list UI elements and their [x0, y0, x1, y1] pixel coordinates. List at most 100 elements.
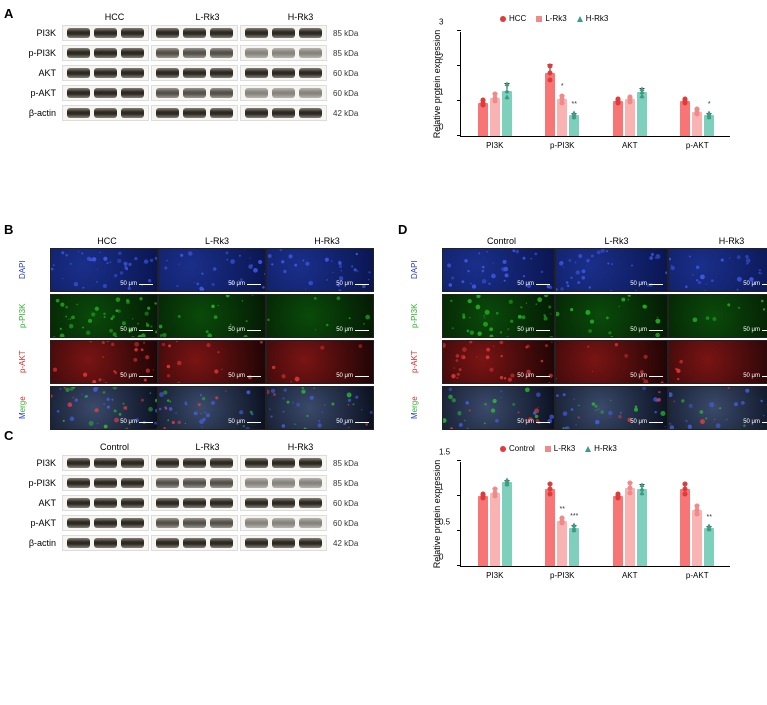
- if-image-cell: 50 μm: [50, 340, 158, 384]
- scale-bar-line: [139, 422, 153, 423]
- wb-band: [299, 108, 322, 118]
- wb-band: [245, 518, 268, 528]
- data-point: [695, 107, 700, 112]
- data-point: [504, 94, 510, 99]
- data-point: [504, 88, 510, 93]
- wb-band: [245, 68, 268, 78]
- x-tick-label: AKT: [622, 571, 638, 580]
- scale-bar-text: 50 μm: [336, 419, 353, 425]
- scale-bar-line: [247, 422, 261, 423]
- wb-lane-group: [62, 85, 149, 101]
- wb-lane-group: [62, 45, 149, 61]
- if-image-cell: 50 μm: [158, 294, 266, 338]
- scale-bar-text: 50 μm: [336, 281, 353, 287]
- wb-band: [245, 28, 268, 38]
- wb-lane-group: [240, 495, 327, 511]
- wb-band: [94, 478, 117, 488]
- chart-legend: ControlL-Rk3H-Rk3: [500, 444, 617, 453]
- chart-bar: [478, 496, 488, 566]
- scale-bar-text: 50 μm: [228, 327, 245, 333]
- panel-label-d: D: [398, 222, 407, 237]
- wb-band: [121, 28, 144, 38]
- wb-band: [156, 538, 179, 548]
- wb-band: [67, 538, 90, 548]
- data-point: [492, 91, 497, 96]
- data-point: [695, 504, 700, 509]
- wb-band: [156, 458, 179, 468]
- wb-band: [245, 48, 268, 58]
- x-tick-label: PI3K: [486, 571, 503, 580]
- wb-band: [183, 108, 206, 118]
- significance-marker: *: [561, 83, 564, 90]
- wb-protein-label: p-PI3K: [20, 48, 62, 58]
- if-image-cell: 50 μm: [158, 248, 266, 292]
- scale-bar-text: 50 μm: [517, 373, 534, 379]
- scale-bar: 50 μm: [336, 373, 369, 379]
- scale-bar: 50 μm: [228, 373, 261, 379]
- data-point: [683, 487, 688, 492]
- wb-band: [121, 478, 144, 488]
- legend-marker-icon: [536, 16, 542, 22]
- chart-bar: [490, 493, 500, 567]
- x-tick-label: PI3K: [486, 141, 503, 150]
- wb-bands: [62, 45, 327, 61]
- wb-band: [94, 28, 117, 38]
- y-tick-label: 0: [439, 553, 443, 562]
- scale-bar: 50 μm: [517, 373, 550, 379]
- wb-lane-group: [151, 495, 238, 511]
- wb-band: [272, 68, 295, 78]
- scale-bar: 50 μm: [517, 327, 550, 333]
- wb-band: [272, 478, 295, 488]
- wb-bands: [62, 85, 327, 101]
- if-image-cell: 50 μm: [555, 386, 668, 430]
- wb-band: [299, 518, 322, 528]
- legend-marker-icon: [500, 16, 506, 22]
- wb-row: p-PI3K 85 kDa: [20, 474, 358, 492]
- if-row-label: DAPI: [18, 248, 50, 292]
- wb-band: [121, 68, 144, 78]
- scale-bar-text: 50 μm: [228, 281, 245, 287]
- chart-bar: [704, 528, 714, 567]
- data-point: [548, 71, 553, 76]
- data-point: [615, 491, 620, 496]
- wb-band: [245, 538, 268, 548]
- wb-lane-group: [151, 535, 238, 551]
- wb-group-header: L-Rk3: [161, 12, 254, 22]
- if-row-label: p-AKT: [18, 340, 50, 384]
- wb-lane-group: [62, 495, 149, 511]
- wb-lane-group: [151, 65, 238, 81]
- if-row: p-PI3K 50 μm 50 μm 50 μm: [18, 294, 382, 338]
- wb-band: [156, 108, 179, 118]
- wb-band: [67, 68, 90, 78]
- scale-bar-line: [139, 284, 153, 285]
- wb-kda: 42 kDa: [333, 539, 358, 548]
- wb-bands: [62, 515, 327, 531]
- scale-bar-text: 50 μm: [228, 419, 245, 425]
- data-point: [548, 78, 553, 83]
- y-tick: [457, 30, 461, 31]
- if-headers: ControlL-Rk3H-Rk3: [444, 236, 767, 246]
- legend-item: L-Rk3: [545, 444, 575, 453]
- panel-label-b: B: [4, 222, 13, 237]
- wb-row: p-AKT 60 kDa: [20, 84, 358, 102]
- wb-lane-group: [151, 85, 238, 101]
- wb-kda: 85 kDa: [333, 459, 358, 468]
- y-tick: [457, 65, 461, 66]
- wb-row: p-PI3K 85 kDa: [20, 44, 358, 62]
- wb-band: [210, 48, 233, 58]
- x-tick-label: AKT: [622, 141, 638, 150]
- scale-bar-text: 50 μm: [228, 373, 245, 379]
- if-image-cell: 50 μm: [442, 294, 555, 338]
- if-row-label: p-PI3K: [410, 294, 442, 338]
- y-tick: [457, 100, 461, 101]
- scale-bar: 50 μm: [120, 373, 153, 379]
- wb-band: [299, 48, 322, 58]
- scale-bar-text: 50 μm: [120, 419, 137, 425]
- scale-bar-line: [355, 330, 369, 331]
- if-image-cell: 50 μm: [668, 248, 767, 292]
- wb-band: [121, 538, 144, 548]
- scale-bar-text: 50 μm: [630, 281, 647, 287]
- y-tick-label: 0.5: [439, 518, 450, 527]
- wb-bands: [62, 65, 327, 81]
- significance-marker: **: [560, 506, 565, 513]
